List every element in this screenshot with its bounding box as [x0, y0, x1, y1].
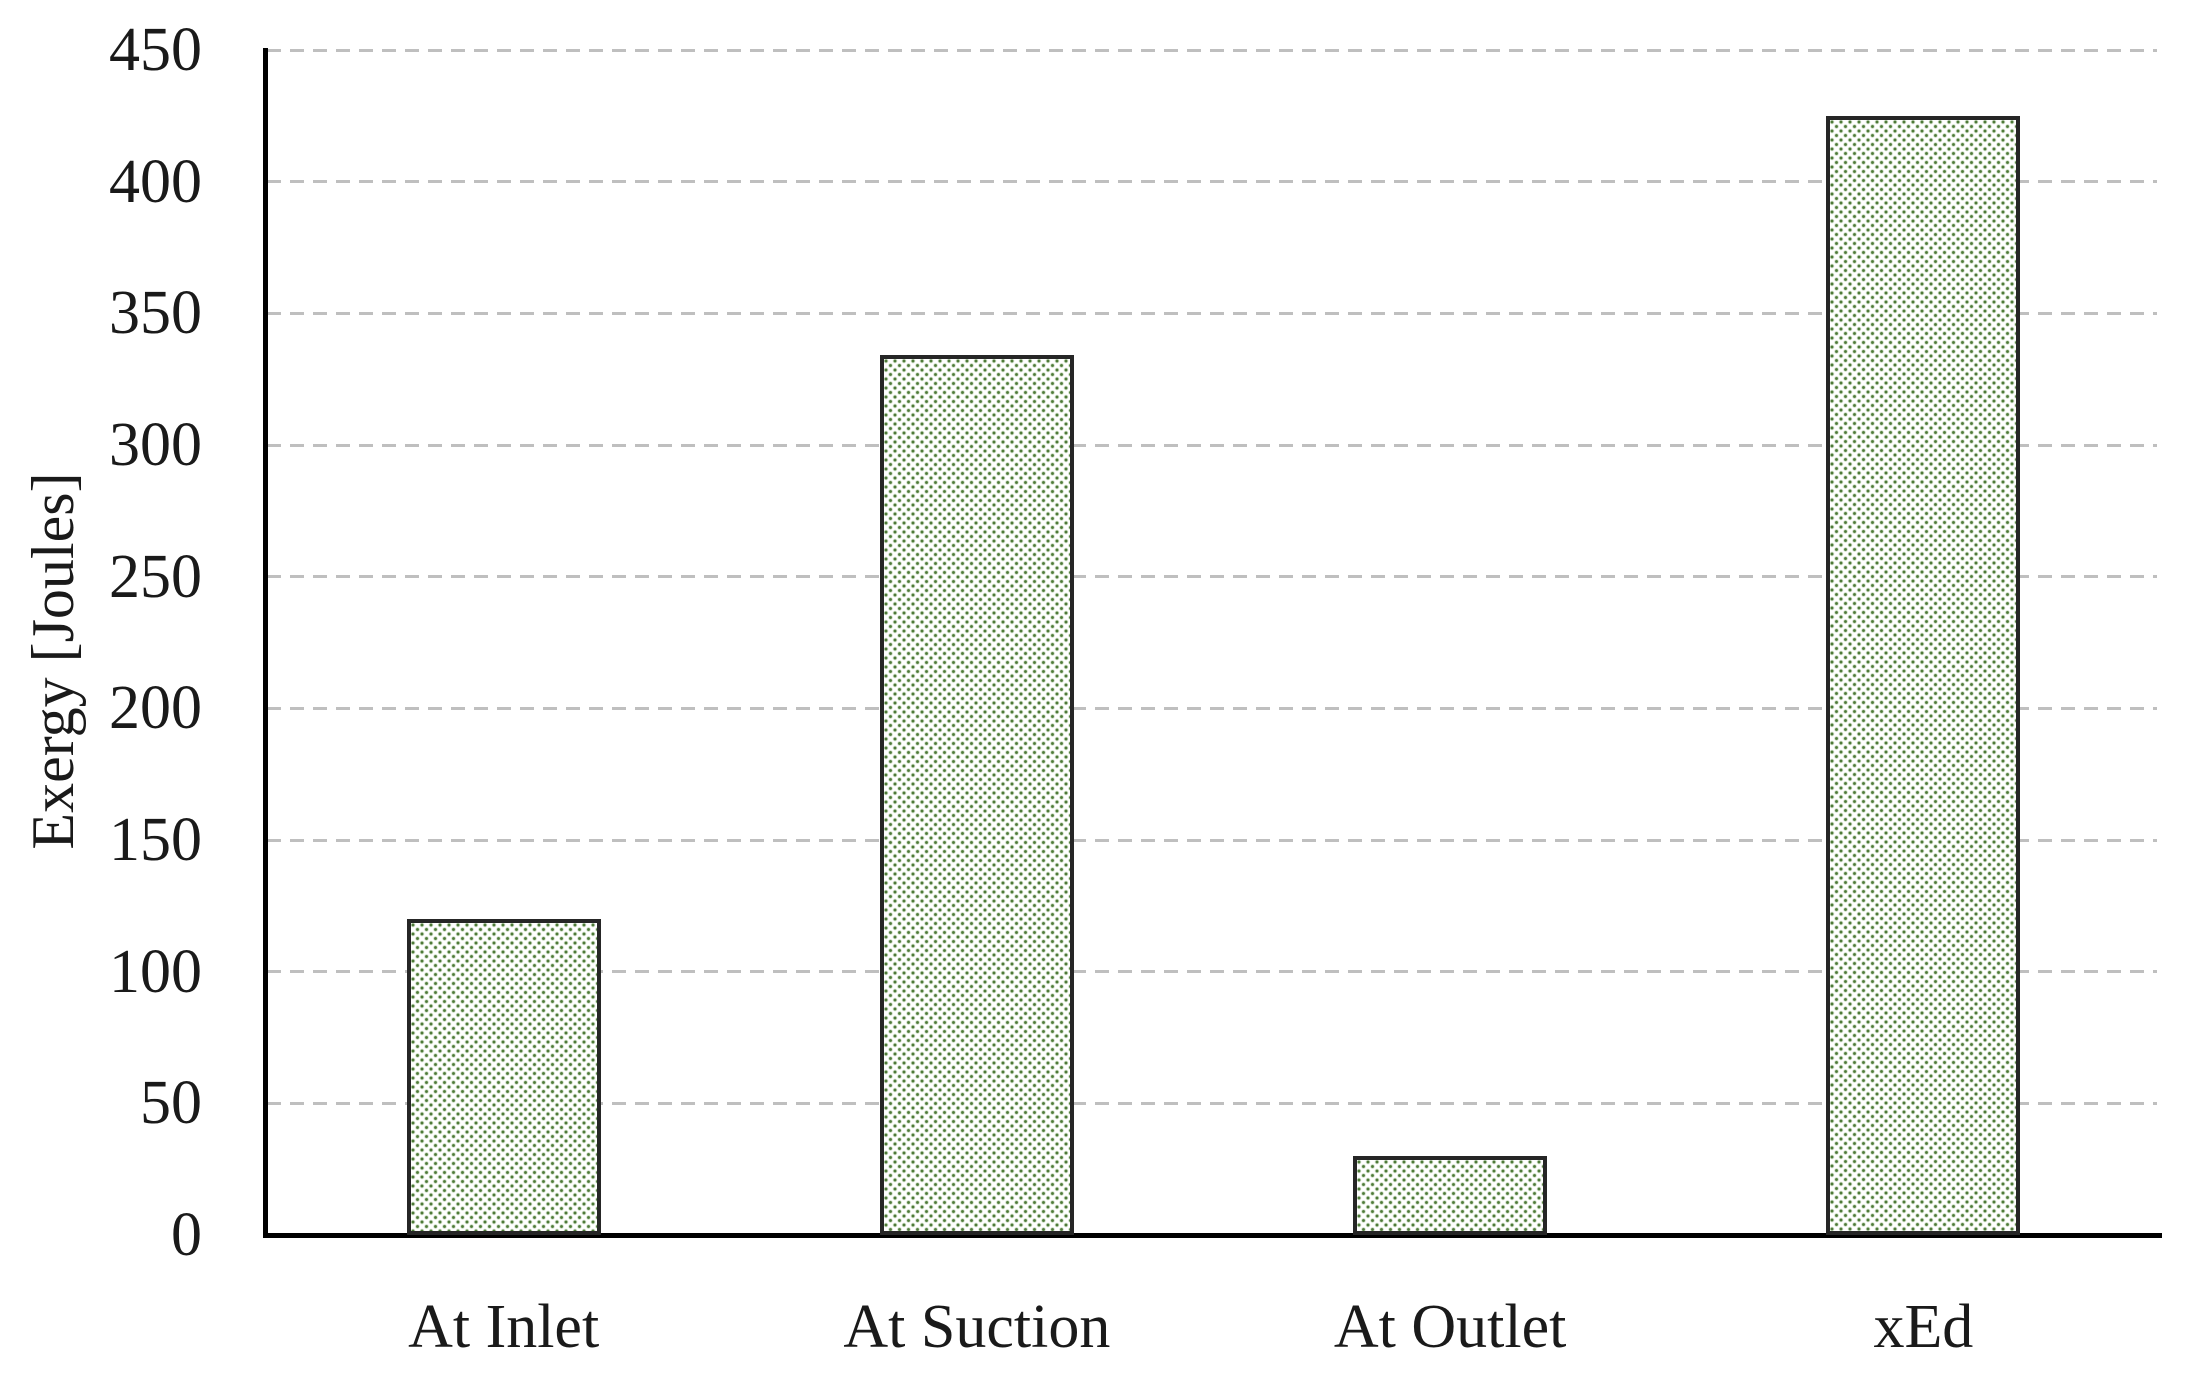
- gridline-50: [267, 1101, 2157, 1105]
- gridline-300: [267, 443, 2157, 447]
- x-category-label-at-inlet: At Inlet: [408, 1293, 600, 1361]
- gridline-150: [267, 838, 2157, 842]
- bar-at-suction: [879, 355, 1074, 1235]
- gridline-250: [267, 575, 2157, 579]
- y-tick-label-150: 150: [109, 806, 202, 874]
- gridline-450: [267, 48, 2157, 52]
- plot-area: [267, 48, 2160, 1235]
- y-tick-label-50: 50: [140, 1069, 202, 1138]
- gridline-350: [267, 311, 2157, 315]
- bar-at-outlet: [1353, 1156, 1548, 1235]
- y-axis-line: [263, 48, 268, 1238]
- y-axis-title: Exergy [Joules]: [20, 472, 86, 850]
- y-tick-label-400: 400: [109, 147, 202, 216]
- y-tick-label-250: 250: [109, 542, 202, 611]
- y-tick-label-350: 350: [109, 279, 202, 348]
- y-tick-label-300: 300: [109, 411, 202, 479]
- gridline-200: [267, 706, 2157, 710]
- y-tick-label-200: 200: [109, 674, 202, 743]
- bar-at-inlet: [406, 919, 601, 1235]
- x-category-label-xed: xEd: [1873, 1293, 1974, 1361]
- y-tick-label-100: 100: [109, 937, 202, 1006]
- x-axis-line: [263, 1233, 2162, 1238]
- x-category-label-at-outlet: At Outlet: [1333, 1293, 1567, 1361]
- x-category-label-at-suction: At Suction: [843, 1293, 1111, 1361]
- bar-xed: [1826, 115, 2021, 1235]
- y-tick-label-0: 0: [171, 1201, 202, 1269]
- gridline-400: [267, 180, 2157, 184]
- y-tick-label-450: 450: [109, 16, 202, 84]
- gridline-100: [267, 970, 2157, 974]
